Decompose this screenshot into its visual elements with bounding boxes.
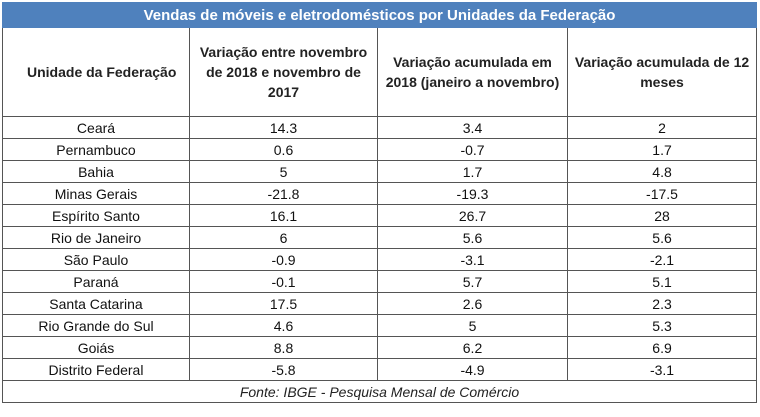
column-header-acum: Variação acumulada em 2018 (janeiro a no… — [377, 27, 568, 117]
cell-acum: 6.2 — [377, 336, 568, 359]
cell-nov: -0.9 — [189, 248, 378, 271]
cell-nov: -5.8 — [189, 358, 378, 381]
cell-uf: Paraná — [2, 270, 190, 293]
cell-doze: -2.1 — [566, 248, 758, 271]
cell-uf: São Paulo — [2, 248, 190, 271]
cell-acum: 5 — [377, 314, 568, 337]
cell-nov: -0.1 — [189, 270, 378, 293]
table-row: São Paulo -0.9 -3.1 -2.1 — [2, 248, 758, 271]
cell-doze: 2.3 — [566, 292, 758, 315]
cell-uf: Rio Grande do Sul — [2, 314, 190, 337]
table-body: Ceará 14.3 3.4 2 Pernambuco 0.6 -0.7 1.7 Bahia 5 1… — [2, 116, 758, 381]
cell-uf: Pernambuco — [2, 138, 190, 161]
cell-uf: Bahia — [2, 160, 190, 183]
cell-doze: 5.1 — [566, 270, 758, 293]
cell-uf: Minas Gerais — [2, 182, 190, 205]
cell-uf: Distrito Federal — [2, 358, 190, 381]
table-row: Paraná -0.1 5.7 5.1 — [2, 270, 758, 293]
cell-doze: 4.8 — [566, 160, 758, 183]
cell-acum: 5.7 — [377, 270, 568, 293]
cell-doze: 5.3 — [566, 314, 758, 337]
cell-acum: -3.1 — [377, 248, 568, 271]
cell-doze: 5.6 — [566, 226, 758, 249]
cell-uf: Ceará — [2, 116, 190, 139]
cell-nov: 6 — [189, 226, 378, 249]
sales-table: Vendas de móveis e eletrodomésticos por … — [1, 2, 758, 403]
table-row: Minas Gerais -21.8 -19.3 -17.5 — [2, 182, 758, 205]
cell-doze: 28 — [566, 204, 758, 227]
cell-doze: 2 — [566, 116, 758, 139]
cell-acum: 26.7 — [377, 204, 568, 227]
table-row: Ceará 14.3 3.4 2 — [2, 116, 758, 139]
cell-acum: -19.3 — [377, 182, 568, 205]
cell-uf: Rio de Janeiro — [2, 226, 190, 249]
cell-nov: -21.8 — [189, 182, 378, 205]
cell-uf: Santa Catarina — [2, 292, 190, 315]
title-row: Vendas de móveis e eletrodomésticos por … — [1, 2, 758, 28]
table-title: Vendas de móveis e eletrodomésticos por … — [1, 2, 758, 28]
table-row: Bahia 5 1.7 4.8 — [2, 160, 758, 183]
cell-uf: Espírito Santo — [2, 204, 190, 227]
cell-nov: 5 — [189, 160, 378, 183]
cell-doze: -17.5 — [566, 182, 758, 205]
cell-nov: 17.5 — [189, 292, 378, 315]
data-table-frame: Vendas de móveis e eletrodomésticos por … — [1, 2, 758, 412]
column-header-doze: Variação acumulada de 12 meses — [566, 27, 758, 117]
cell-nov: 14.3 — [189, 116, 378, 139]
table-row: Espírito Santo 16.1 26.7 28 — [2, 204, 758, 227]
column-header-nov: Variação entre novembro de 2018 e novemb… — [189, 27, 378, 117]
cell-acum: 3.4 — [377, 116, 568, 139]
table-row: Distrito Federal -5.8 -4.9 -3.1 — [2, 358, 758, 381]
source-note: Fonte: IBGE - Pesquisa Mensal de Comérci… — [1, 380, 758, 403]
footer-row: Fonte: IBGE - Pesquisa Mensal de Comérci… — [1, 380, 758, 403]
cell-doze: 6.9 — [566, 336, 758, 359]
cell-nov: 8.8 — [189, 336, 378, 359]
cell-acum: 1.7 — [377, 160, 568, 183]
cell-doze: -3.1 — [566, 358, 758, 381]
table-row: Rio de Janeiro 6 5.6 5.6 — [2, 226, 758, 249]
cell-nov: 16.1 — [189, 204, 378, 227]
cell-uf: Goiás — [2, 336, 190, 359]
column-header-uf: Unidade da Federação — [2, 27, 190, 117]
cell-nov: 0.6 — [189, 138, 378, 161]
table-row: Rio Grande do Sul 4.6 5 5.3 — [2, 314, 758, 337]
header-row: Unidade da Federação Variação entre nove… — [2, 27, 758, 117]
cell-nov: 4.6 — [189, 314, 378, 337]
cell-acum: -4.9 — [377, 358, 568, 381]
table-row: Goiás 8.8 6.2 6.9 — [2, 336, 758, 359]
cell-doze: 1.7 — [566, 138, 758, 161]
cell-acum: 2.6 — [377, 292, 568, 315]
table-row: Pernambuco 0.6 -0.7 1.7 — [2, 138, 758, 161]
table-row: Santa Catarina 17.5 2.6 2.3 — [2, 292, 758, 315]
cell-acum: -0.7 — [377, 138, 568, 161]
cell-acum: 5.6 — [377, 226, 568, 249]
